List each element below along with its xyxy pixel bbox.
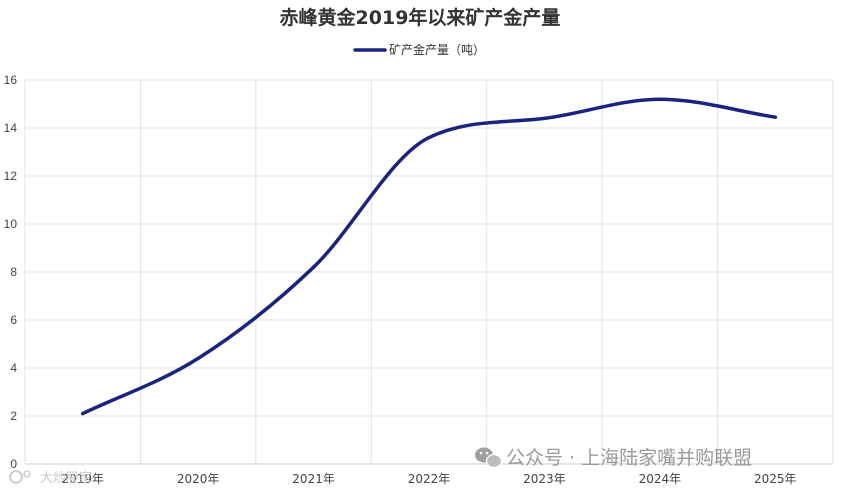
legend[interactable]: 矿产金产量（吨）: [353, 42, 485, 57]
y-tick-label: 10: [4, 217, 18, 231]
x-tick-label: 2020年: [177, 472, 220, 486]
legend-label: 矿产金产量（吨）: [389, 42, 485, 57]
y-tick-label: 16: [4, 73, 18, 87]
y-tick-label: 12: [4, 169, 18, 183]
y-tick-label: 8: [10, 265, 17, 279]
data-point: [658, 97, 662, 101]
x-tick-label: 2022年: [408, 472, 451, 486]
grid: [24, 79, 834, 465]
data-point: [81, 412, 85, 416]
x-tick-label: 2021年: [292, 472, 335, 486]
y-tick-label: 6: [10, 313, 17, 327]
y-tick-label: 4: [10, 361, 17, 375]
corner-watermark-text: 大炒股家: [40, 470, 92, 486]
y-tick-label: 2: [10, 409, 17, 423]
chart-title: 赤峰黄金2019年以来矿产金产量: [280, 6, 561, 29]
data-point: [312, 265, 316, 269]
data-point: [427, 136, 431, 140]
y-axis: 0 2 4 6 8 10 12 14 16: [4, 73, 18, 471]
series-line: [80, 97, 778, 416]
wechat-icon: [475, 447, 503, 469]
data-point: [773, 115, 777, 119]
watermark-text: 公众号 · 上海陆家嘴并购联盟: [506, 447, 752, 469]
data-point: [196, 356, 200, 360]
series: [80, 97, 778, 416]
x-axis: 2019年 2020年 2021年 2022年 2023年 2024年 2025年: [61, 472, 796, 486]
x-tick-label: 2023年: [523, 472, 566, 486]
data-point: [542, 116, 546, 120]
corner-logo-icon: [9, 470, 31, 484]
watermark: 公众号 · 上海陆家嘴并购联盟 大炒股家: [9, 447, 752, 486]
x-tick-label: 2025年: [754, 472, 797, 486]
y-tick-label: 0: [10, 457, 17, 471]
y-tick-label: 14: [4, 121, 18, 135]
x-tick-label: 2024年: [639, 472, 682, 486]
x-tick-label: 2019年: [61, 472, 104, 486]
